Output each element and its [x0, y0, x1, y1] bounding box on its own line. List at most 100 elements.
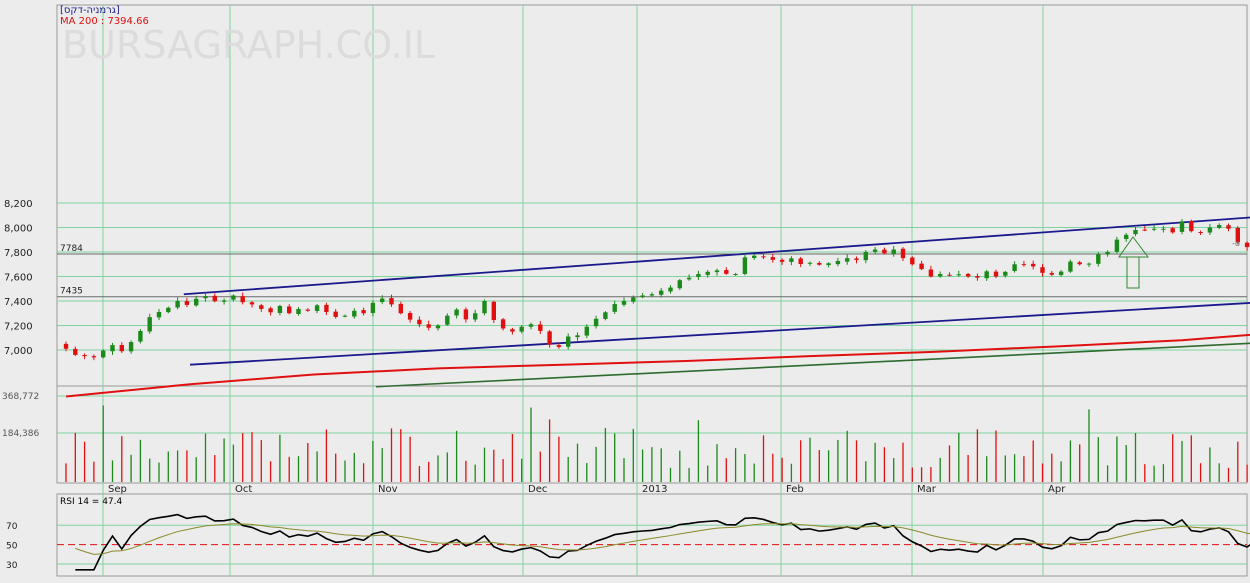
rsi-tick-label: 50 — [6, 542, 18, 552]
candle-body — [724, 270, 729, 274]
candle-body — [305, 309, 310, 311]
x-tick-label: Sep — [108, 484, 127, 495]
candle-body — [854, 258, 859, 260]
channel-upper-line — [183, 216, 1250, 296]
candle-body — [686, 277, 692, 280]
candle-body — [510, 329, 515, 332]
candle-body — [398, 303, 403, 314]
candle-body — [194, 298, 199, 306]
candle-body — [147, 317, 152, 332]
candle-body — [519, 326, 524, 332]
rsi-tick-label: 70 — [6, 522, 18, 532]
candle-body — [863, 252, 868, 261]
x-tick-label: Oct — [235, 484, 252, 495]
candle-body — [1226, 225, 1231, 229]
instrument-label: [גרמניה-דקס] — [60, 5, 120, 16]
y-tick-label: 7,000 — [4, 346, 33, 357]
candle-body — [175, 301, 180, 308]
candle-body — [1096, 254, 1101, 264]
candle-body — [1003, 271, 1008, 276]
candle-body — [445, 315, 450, 325]
candle-body — [110, 345, 115, 352]
rsi-legend: RSI 14 = 47.4 — [60, 497, 123, 507]
candle-body — [63, 343, 69, 349]
candle-body — [947, 274, 952, 276]
x-tick-label: Dec — [528, 484, 547, 495]
candle-body — [1114, 239, 1120, 252]
ma-legend: MA 200 : 7394.66 — [60, 16, 149, 27]
candle-body — [389, 298, 394, 305]
candle-body — [538, 324, 543, 331]
candle-body — [482, 301, 487, 314]
candle-body — [1170, 228, 1175, 233]
candle-body — [73, 348, 78, 355]
candle-body — [919, 263, 924, 270]
candle-body — [1151, 228, 1157, 230]
candle-body — [277, 305, 283, 313]
candle-body — [454, 309, 459, 316]
candle-body — [798, 258, 803, 265]
candle-body — [1142, 229, 1147, 231]
candle-body — [696, 274, 701, 277]
x-tick-label: Nov — [378, 484, 398, 495]
candle-body — [528, 324, 534, 327]
candle-body — [184, 301, 190, 305]
ma200-line — [65, 333, 1250, 398]
candle-body — [789, 258, 794, 262]
candle-body — [1086, 263, 1092, 265]
watermark: BURSAGRAPH.CO.IL — [62, 23, 435, 67]
candle-body — [1021, 264, 1027, 266]
candle-body — [631, 297, 636, 302]
candle-body — [1235, 227, 1240, 243]
candle-body — [742, 257, 748, 275]
candle-body — [556, 345, 562, 347]
candle-body — [417, 319, 422, 325]
candle-body — [659, 290, 664, 295]
rsi-signal-line — [75, 523, 1250, 555]
candle-body — [668, 287, 673, 292]
x-tick-label: Apr — [1048, 484, 1066, 495]
candle-body — [900, 248, 906, 259]
level-label: 7435 — [60, 287, 83, 297]
candle-body — [249, 302, 255, 305]
candle-body — [324, 304, 329, 313]
candle-body — [1179, 221, 1185, 232]
candle-body — [817, 262, 822, 265]
rsi-tick-label: 30 — [6, 561, 18, 571]
edge-marker: -o — [1232, 239, 1240, 248]
y-tick-label: 7,800 — [4, 248, 33, 259]
candle-body — [491, 301, 496, 320]
candle-body — [1105, 252, 1110, 255]
candle-body — [314, 305, 320, 311]
candle-body — [835, 260, 841, 265]
rsi-lines — [57, 513, 1250, 571]
candle-body — [891, 249, 896, 255]
candle-body — [352, 310, 357, 317]
candle-body — [965, 273, 971, 277]
candle-body — [1124, 234, 1129, 239]
candle-body — [1198, 232, 1203, 234]
candle-body — [807, 262, 813, 264]
volume-tick-label: 184,386 — [2, 429, 39, 439]
candle-body — [333, 311, 338, 317]
candle-body — [761, 256, 766, 258]
candle-body — [91, 356, 97, 358]
candle-body — [1031, 263, 1036, 267]
candle-body — [435, 325, 441, 329]
candle-body — [826, 263, 831, 266]
candle-body — [1012, 264, 1017, 272]
candle-body — [380, 298, 385, 303]
candle-body — [212, 295, 217, 302]
x-tick-label: Mar — [917, 484, 937, 495]
candle-body — [287, 306, 292, 314]
candle-body — [705, 271, 710, 275]
candle-body — [584, 326, 589, 336]
y-tick-label: 7,200 — [4, 322, 33, 333]
candle-body — [156, 312, 162, 318]
candle-body — [984, 271, 989, 279]
candle-body — [342, 315, 348, 317]
candle-body — [993, 271, 999, 277]
candle-body — [1217, 225, 1222, 228]
candle-body — [714, 270, 720, 273]
